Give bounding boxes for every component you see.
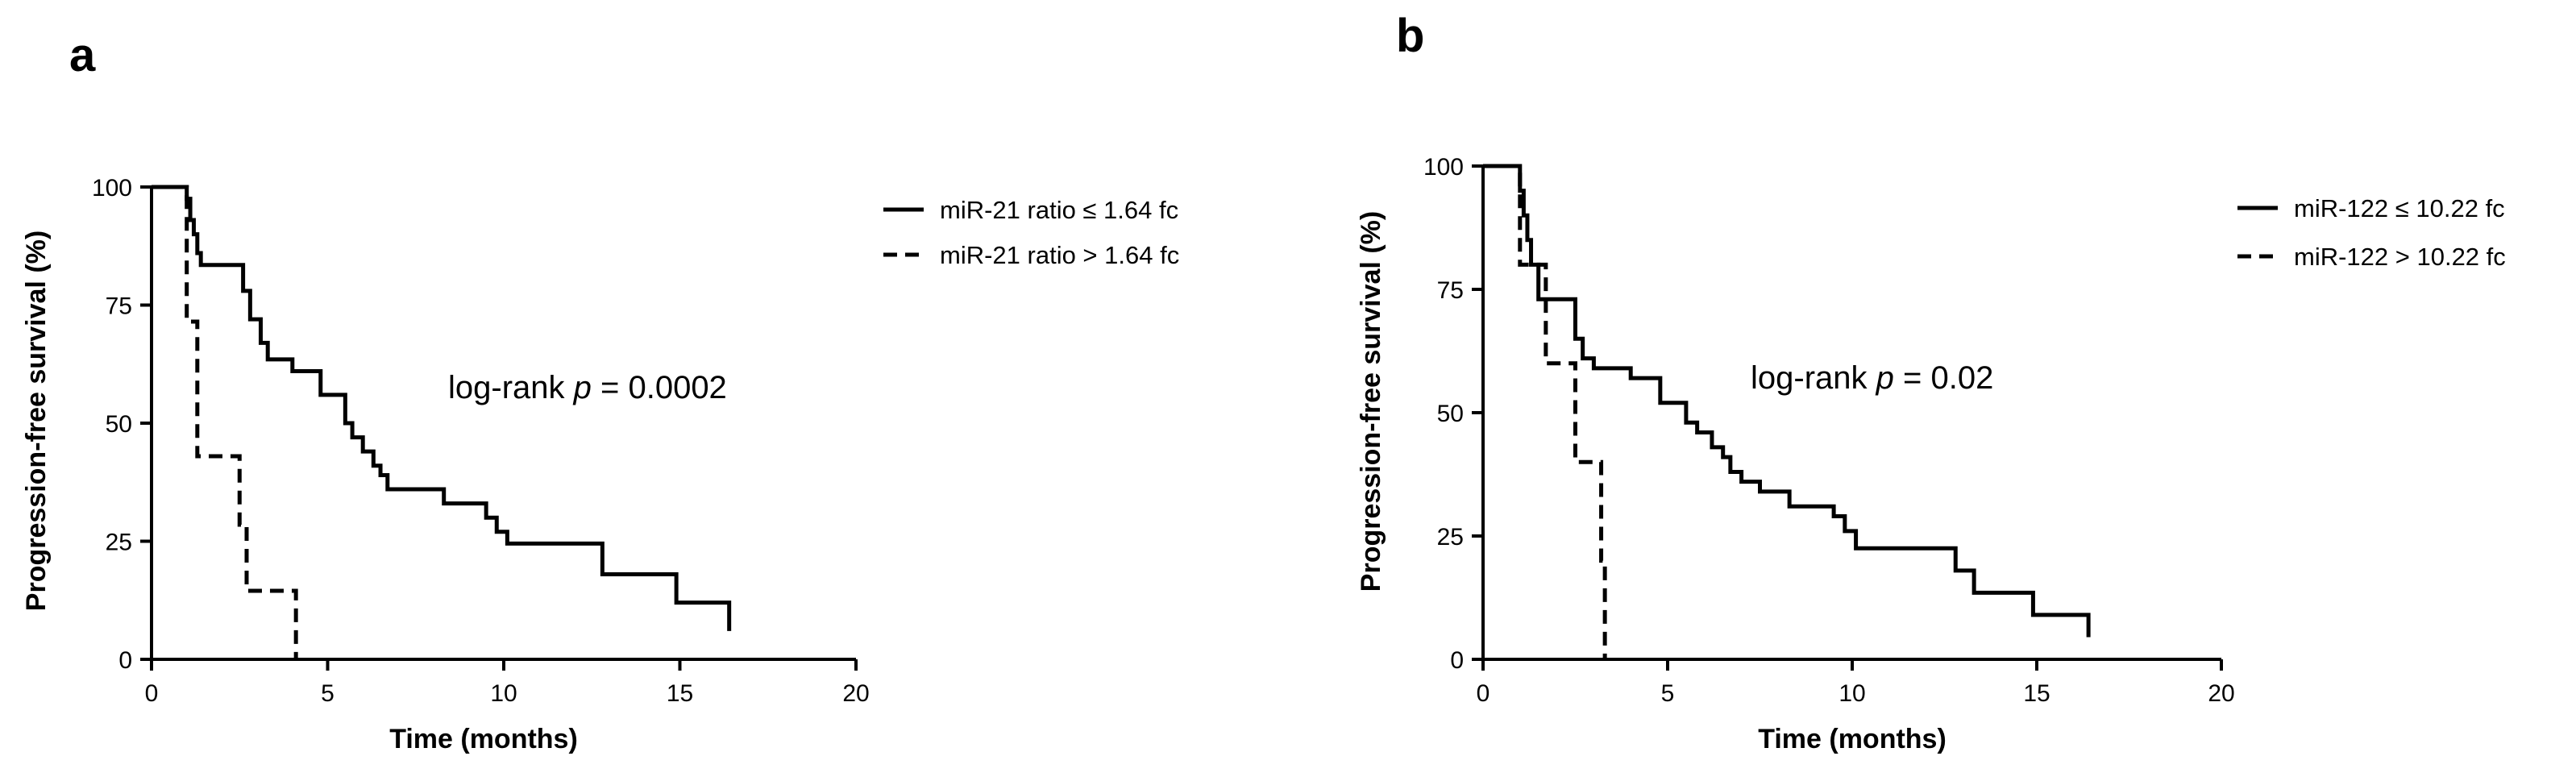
legend: miR-21 ratio ≤ 1.64 fc miR-21 ratio > 1.… <box>883 196 1179 269</box>
logrank-annotation: log-rank p = 0.0002 <box>448 370 727 405</box>
y-tick-label: 0 <box>118 647 132 674</box>
panel-a: a log-rank p = 0.0002 Time (months) Prog… <box>21 29 1179 754</box>
x-tick-label: 20 <box>2208 680 2234 707</box>
x-tick-label: 0 <box>145 680 159 707</box>
y-axis-title: Progression-free survival (%) <box>1356 211 1386 592</box>
x-axis-title: Time (months) <box>389 724 578 754</box>
panel-label: a <box>69 29 96 81</box>
km-curve-solid <box>1483 164 2091 638</box>
x-tick-label: 5 <box>321 680 334 707</box>
x-tick-label: 20 <box>842 680 869 707</box>
km-curve-dashed <box>1483 164 1607 659</box>
x-axis-title: Time (months) <box>1758 724 1947 754</box>
legend-label: miR-21 ratio ≤ 1.64 fc <box>940 196 1178 224</box>
panel-label: b <box>1396 10 1424 62</box>
x-tick-label: 10 <box>1839 680 1865 707</box>
x-tick-label: 15 <box>2023 680 2050 707</box>
x-tick-label: 5 <box>1661 680 1675 707</box>
km-curve-dashed <box>152 185 298 659</box>
y-tick-label: 50 <box>106 411 132 438</box>
x-tick-label: 10 <box>490 680 517 707</box>
axes: 0 25 50 75 100 0 5 10 15 20 <box>1423 154 2235 707</box>
y-tick-label: 50 <box>1437 401 1464 427</box>
y-tick-label: 75 <box>106 293 132 320</box>
y-tick-label: 100 <box>1423 154 1464 181</box>
km-curve-solid <box>152 185 732 631</box>
y-axis-title: Progression-free survival (%) <box>21 231 52 611</box>
x-tick-label: 0 <box>1477 680 1490 707</box>
y-tick-label: 0 <box>1450 647 1464 674</box>
logrank-annotation: log-rank p = 0.02 <box>1751 360 1993 396</box>
legend-label: miR-122 > 10.22 fc <box>2294 243 2506 271</box>
legend: miR-122 ≤ 10.22 fc miR-122 > 10.22 fc <box>2237 194 2506 271</box>
y-tick-label: 25 <box>1437 524 1464 551</box>
x-tick-label: 15 <box>667 680 693 707</box>
legend-label: miR-21 ratio > 1.64 fc <box>940 241 1179 269</box>
y-tick-label: 100 <box>92 175 132 202</box>
legend-label: miR-122 ≤ 10.22 fc <box>2294 194 2505 222</box>
y-tick-label: 25 <box>106 530 132 556</box>
panel-b: b log-rank p = 0.02 Time (months) Progre… <box>1356 10 2506 754</box>
y-tick-label: 75 <box>1437 277 1464 304</box>
axes: 0 25 50 75 100 0 5 10 15 20 <box>92 175 870 707</box>
